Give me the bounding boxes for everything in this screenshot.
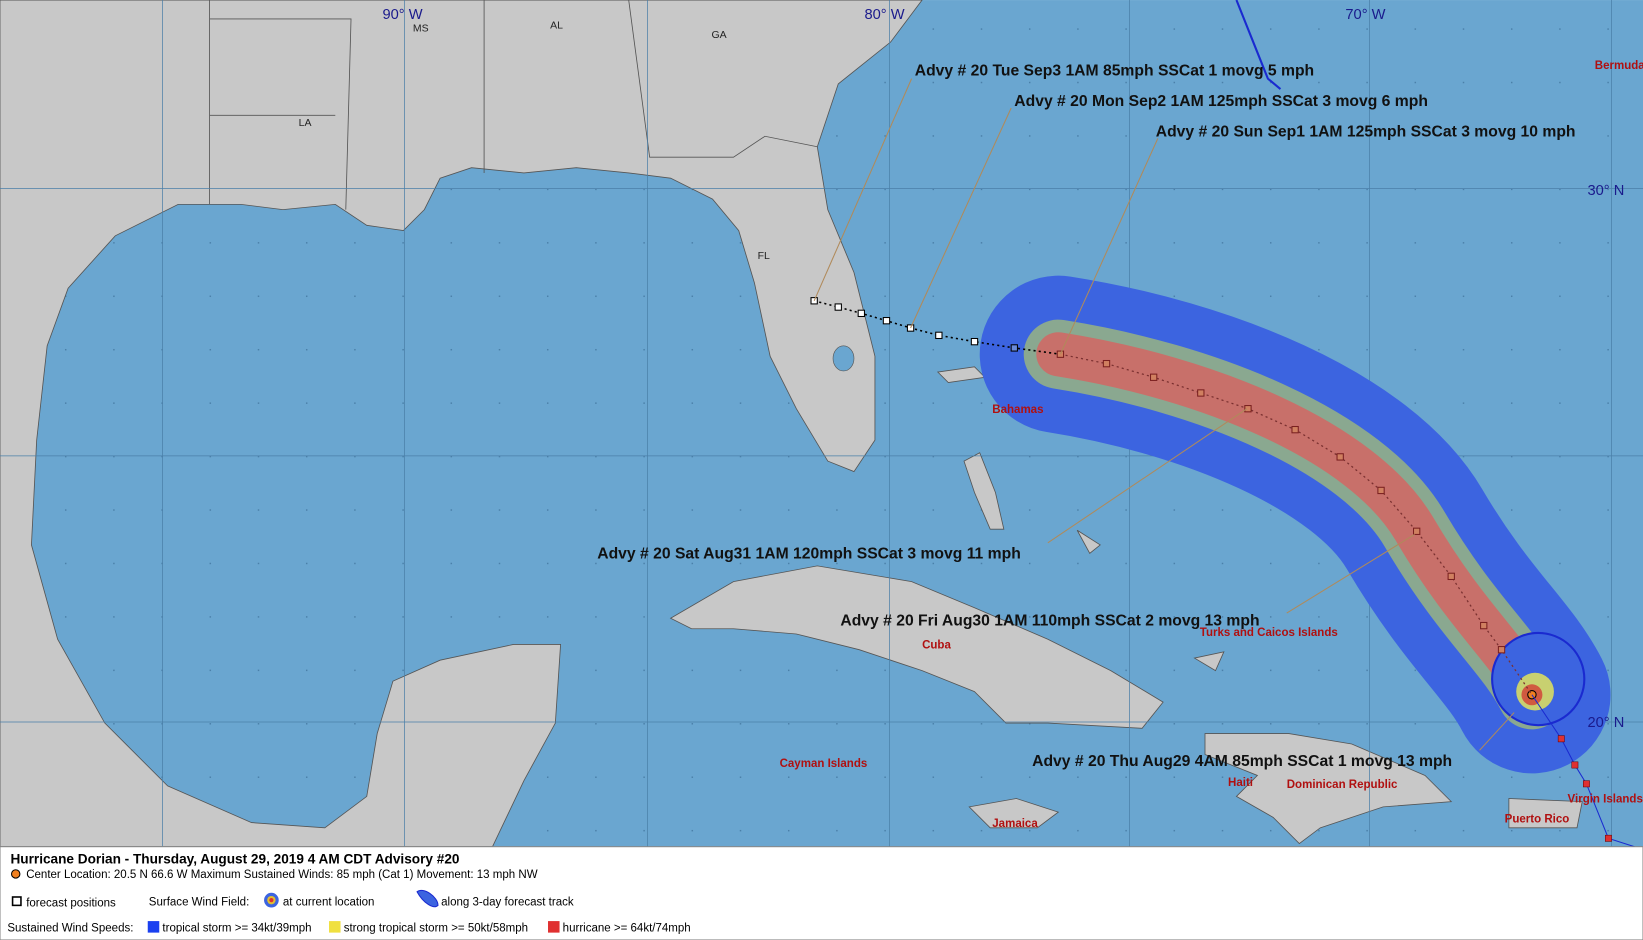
- forecast-position: [1149, 373, 1158, 381]
- forecast-position: [1447, 572, 1455, 581]
- place-label: GA: [711, 30, 726, 41]
- place-label: MS: [413, 23, 429, 34]
- advisory-label: Advy # 20 Thu Aug29 4AM 85mph SSCat 1 mo…: [1032, 753, 1452, 770]
- track-icon: [416, 889, 439, 908]
- center-info: Center Location: 20.5 N 66.6 W Maximum S…: [26, 869, 538, 881]
- forecast-position: [1056, 350, 1065, 358]
- place-label: Jamaica: [992, 818, 1038, 830]
- place-label: Bahamas: [992, 404, 1043, 416]
- forecast-position: [1244, 405, 1252, 413]
- forecast-position: [857, 309, 865, 318]
- advisory-label: Advy # 20 Sun Sep1 1AM 125mph SSCat 3 mo…: [1156, 123, 1576, 140]
- forecast-position: [810, 297, 818, 305]
- legend-text: strong tropical storm >= 50kt/58mph: [344, 923, 528, 935]
- place-label: Haiti: [1228, 777, 1253, 789]
- lake: [832, 345, 855, 372]
- forecast-position: [1102, 359, 1111, 368]
- place-label: FL: [758, 251, 770, 262]
- legend-text: hurricane >= 64kt/74mph: [563, 923, 691, 935]
- legend-text: forecast positions: [26, 897, 116, 909]
- advisory-label: Advy # 20 Tue Sep3 1AM 85mph SSCat 1 mov…: [915, 62, 1314, 79]
- state-borders: [209, 0, 818, 210]
- place-label: Puerto Rico: [1505, 814, 1570, 826]
- forecast-position: [935, 331, 943, 340]
- lon-label: 80° W: [864, 7, 904, 23]
- forecast-position: [1291, 425, 1299, 434]
- legend-text: Sustained Wind Speeds:: [7, 923, 133, 935]
- forecast-position: [970, 337, 979, 346]
- forecast-position: [1480, 621, 1488, 630]
- past-track: [1531, 694, 1635, 848]
- center-icon: [11, 869, 21, 879]
- forecast-position: [882, 317, 891, 325]
- place-label: Virgin Islands: [1568, 794, 1643, 806]
- legend-text: tropical storm >= 34kt/39mph: [162, 923, 311, 935]
- lon-label: 90° W: [382, 7, 422, 23]
- forecast-position: [1197, 389, 1205, 397]
- square-icon: [11, 896, 22, 907]
- forecast-position: [1377, 486, 1385, 495]
- place-label: Bermuda: [1595, 60, 1643, 72]
- place-label: AL: [550, 20, 563, 31]
- other-track: [1235, 0, 1282, 90]
- place-label: Turks and Caicos Islands: [1200, 627, 1338, 639]
- forecast-position: [834, 303, 842, 311]
- legend-text: at current location: [283, 896, 375, 908]
- advisory-label: Advy # 20 Fri Aug30 1AM 110mph SSCat 2 m…: [840, 613, 1259, 630]
- place-label: Cayman Islands: [780, 758, 868, 770]
- advisory-label: Advy # 20 Sat Aug31 1AM 120mph SSCat 3 m…: [597, 546, 1021, 563]
- ts-swatch: [147, 921, 160, 933]
- forecast-position: [1413, 527, 1421, 535]
- lat-label: 20° N: [1587, 715, 1624, 731]
- footer-title: Hurricane Dorian - Thursday, August 29, …: [10, 851, 459, 866]
- forecast-position: [1497, 646, 1506, 654]
- place-label: Dominican Republic: [1287, 779, 1398, 791]
- forecast-position: [1010, 344, 1018, 352]
- legend-text: along 3-day forecast track: [441, 896, 574, 908]
- place-label: LA: [299, 118, 312, 129]
- leaders: [813, 78, 1515, 751]
- hurricane-swatch: [548, 921, 560, 933]
- lat-label: 30° N: [1587, 183, 1624, 199]
- lon-label: 70° W: [1345, 7, 1385, 23]
- forecast-position: [1336, 453, 1344, 461]
- forecast-cone: [979, 275, 1611, 774]
- forecast-positions: [810, 297, 1506, 654]
- past-positions: [1557, 735, 1612, 842]
- legend-text: Surface Wind Field:: [149, 896, 249, 908]
- place-label: Cuba: [922, 640, 951, 652]
- sts-swatch: [329, 921, 341, 933]
- advisory-label: Advy # 20 Mon Sep2 1AM 125mph SSCat 3 mo…: [1014, 93, 1428, 110]
